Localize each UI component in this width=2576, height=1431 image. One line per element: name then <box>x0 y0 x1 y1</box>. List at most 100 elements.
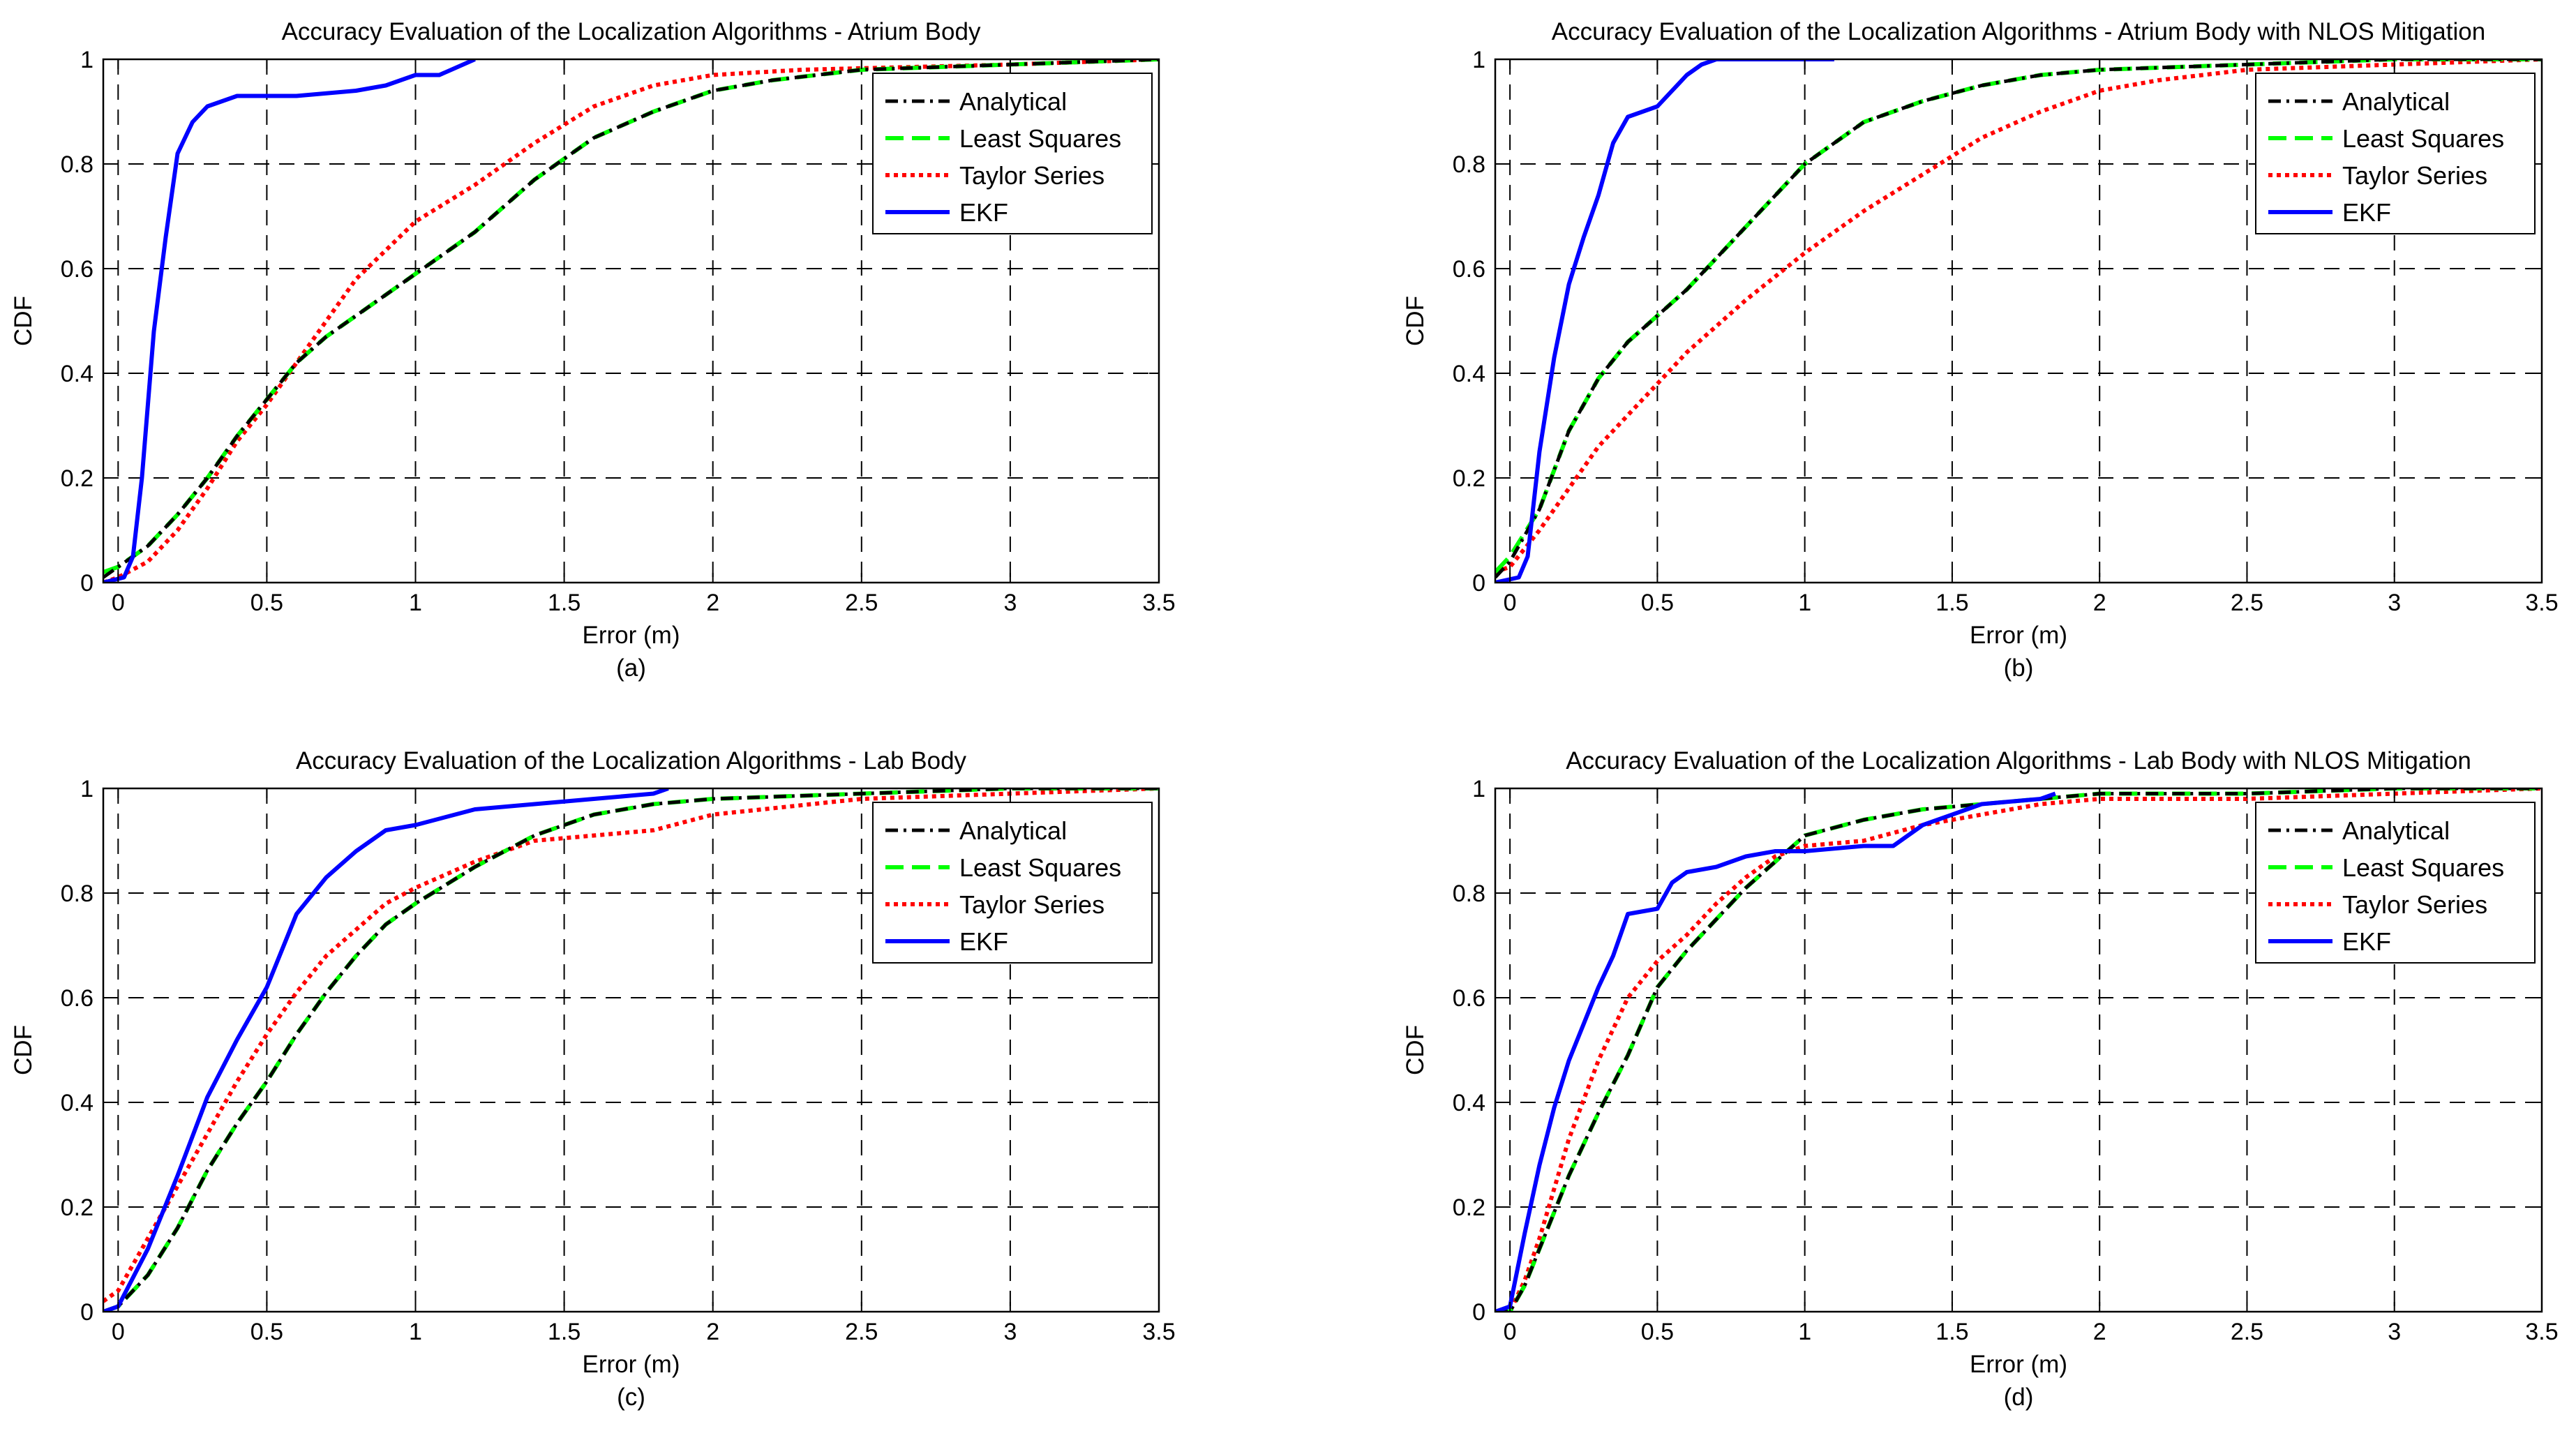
chart-title: Accuracy Evaluation of the Localization … <box>1552 18 2485 45</box>
chart-panel-1: 0 0.5 1 1.5 2 2.5 3 3.5 0 0.2 0.4 0.6 0.8 1 Accuracy E… <box>10 18 1176 682</box>
x-tick-label: 3 <box>2388 590 2401 616</box>
chart-panel-3: 0 0.5 1 1.5 2 2.5 3 3.5 0 0.2 0.4 0.6 0.8 1 Accuracy E… <box>10 747 1176 1411</box>
legend-label: Analytical <box>2342 87 2450 116</box>
y-tick-label: 1 <box>1472 776 1485 802</box>
legend-label: Taylor Series <box>959 890 1104 919</box>
panel-caption: (c) <box>617 1384 645 1411</box>
series-group <box>103 788 1159 1312</box>
y-tick-label: 0.8 <box>1453 881 1485 907</box>
series-line-analytical <box>1495 59 2542 579</box>
x-tick-label: 1.5 <box>1935 590 1968 616</box>
chart-title: Accuracy Evaluation of the Localization … <box>296 747 967 774</box>
x-tick-label: 2.5 <box>845 1319 878 1345</box>
legend: Analytical Least Squares Taylor Series EKF <box>2255 73 2536 234</box>
panel-caption: (d) <box>2004 1384 2034 1411</box>
y-tick-label: 0 <box>1472 1299 1485 1326</box>
x-tick-label: 3.5 <box>2525 1319 2558 1345</box>
y-tick-label: 0.8 <box>1453 151 1485 178</box>
legend-label: EKF <box>959 927 1008 956</box>
x-tick-label: 0 <box>1504 1319 1517 1345</box>
x-tick-label: 1 <box>1798 590 1811 616</box>
x-tick-label: 0.5 <box>250 1319 283 1345</box>
series-group <box>1495 788 2542 1312</box>
y-tick-label: 0.6 <box>1453 256 1485 283</box>
series-line-taylor-series <box>103 788 1159 1303</box>
y-tick-label: 0.6 <box>61 985 93 1012</box>
y-tick-label: 1 <box>1472 47 1485 73</box>
y-tick-label: 0.2 <box>1453 465 1485 492</box>
x-tick-label: 2.5 <box>2231 590 2263 616</box>
legend-label: Least Squares <box>959 124 1121 153</box>
x-tick-label: 0.5 <box>250 590 283 616</box>
chart-panel-2: 0 0.5 1 1.5 2 2.5 3 3.5 0 0.2 0.4 0.6 0.8 1 Accuracy E… <box>1402 18 2559 682</box>
x-tick-label: 2 <box>2093 1319 2106 1345</box>
y-axis-label: CDF <box>10 296 37 346</box>
legend-label: Least Squares <box>2342 853 2504 882</box>
legend-label: EKF <box>959 198 1008 227</box>
y-axis-label: CDF <box>1402 296 1429 346</box>
series-line-ekf <box>1495 59 1834 583</box>
y-tick-label: 0.4 <box>61 361 93 387</box>
x-tick-label: 1 <box>409 590 422 616</box>
series-line-analytical <box>103 788 1159 1312</box>
series-line-ekf <box>1495 791 2056 1312</box>
series-group <box>103 59 1159 583</box>
x-tick-label: 1.5 <box>1935 1319 1968 1345</box>
series-line-taylor-series <box>1495 788 2542 1312</box>
series-line-taylor-series <box>1495 59 2542 574</box>
y-tick-label: 1 <box>80 776 93 802</box>
y-axis-label: CDF <box>10 1025 37 1075</box>
x-tick-label: 1.5 <box>548 1319 581 1345</box>
axes-frame <box>102 787 1160 1313</box>
x-tick-label: 0 <box>112 1319 125 1345</box>
y-tick-label: 0.4 <box>61 1090 93 1116</box>
legend-label: EKF <box>2342 927 2391 956</box>
x-axis-label: Error (m) <box>583 1351 680 1378</box>
chart-title: Accuracy Evaluation of the Localization … <box>1566 747 2471 774</box>
legend: Analytical Least Squares Taylor Series EKF <box>2255 802 2536 964</box>
legend-label: Taylor Series <box>959 161 1104 190</box>
x-tick-label: 2 <box>706 1319 719 1345</box>
legend-label: Analytical <box>959 87 1067 116</box>
x-tick-label: 3 <box>1003 1319 1017 1345</box>
y-tick-label: 0 <box>80 570 93 597</box>
series-line-analytical <box>103 59 1159 579</box>
x-tick-label: 0.5 <box>1641 1319 1674 1345</box>
x-tick-label: 1 <box>1798 1319 1811 1345</box>
y-tick-label: 1 <box>80 47 93 73</box>
axes-frame <box>1494 787 2543 1313</box>
y-tick-label: 0.6 <box>61 256 93 283</box>
chart-panel-4: 0 0.5 1 1.5 2 2.5 3 3.5 0 0.2 0.4 0.6 0.8 1 Accuracy E… <box>1402 747 2559 1411</box>
y-tick-label: 0.4 <box>1453 1090 1485 1116</box>
x-tick-label: 3.5 <box>1142 590 1175 616</box>
legend-label: Taylor Series <box>2342 890 2487 919</box>
series-line-analytical <box>1495 788 2542 1312</box>
x-tick-label: 3.5 <box>1142 1319 1175 1345</box>
x-tick-label: 3.5 <box>2525 590 2558 616</box>
legend-label: EKF <box>2342 198 2391 227</box>
series-line-ekf <box>103 59 476 583</box>
panel-caption: (b) <box>2004 654 2034 682</box>
y-tick-label: 0 <box>1472 570 1485 597</box>
axes-frame <box>1494 58 2543 584</box>
y-tick-label: 0 <box>80 1299 93 1326</box>
y-tick-label: 0.2 <box>61 1194 93 1221</box>
y-tick-label: 0.4 <box>1453 361 1485 387</box>
panel-caption: (a) <box>616 654 646 682</box>
x-tick-label: 2 <box>2093 590 2106 616</box>
x-axis-label: Error (m) <box>1970 1351 2067 1378</box>
x-tick-label: 2 <box>706 590 719 616</box>
legend-label: Least Squares <box>959 853 1121 882</box>
legend-label: Taylor Series <box>2342 161 2487 190</box>
legend: Analytical Least Squares Taylor Series EKF <box>872 73 1153 234</box>
y-tick-label: 0.2 <box>1453 1194 1485 1221</box>
x-tick-label: 3 <box>1003 590 1017 616</box>
legend-label: Least Squares <box>2342 124 2504 153</box>
x-tick-label: 0 <box>1504 590 1517 616</box>
legend-label: Analytical <box>2342 816 2450 845</box>
y-tick-label: 0.6 <box>1453 985 1485 1012</box>
y-tick-label: 0.2 <box>61 465 93 492</box>
x-tick-label: 2.5 <box>845 590 878 616</box>
x-tick-label: 0 <box>112 590 125 616</box>
